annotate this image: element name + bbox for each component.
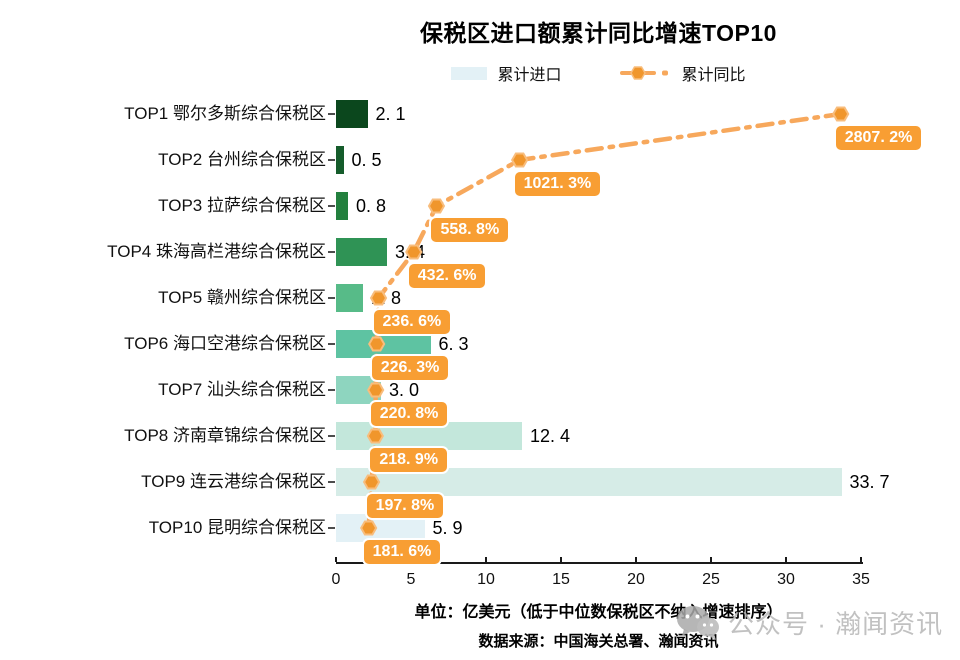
bar [336, 238, 387, 266]
bar [336, 284, 363, 312]
category-label: TOP9 连云港综合保税区 [141, 472, 326, 491]
bar-legend-swatch [451, 66, 488, 80]
category-label: TOP4 珠海高栏港综合保税区 [107, 242, 326, 261]
x-axis-line [336, 562, 863, 564]
category-label: TOP5 赣州综合保税区 [158, 288, 326, 307]
category-label: TOP6 海口空港综合保税区 [124, 334, 326, 353]
category-label: TOP1 鄂尔多斯综合保税区 [124, 104, 326, 123]
x-tick-label: 10 [477, 571, 495, 588]
category-tick [328, 113, 335, 115]
x-tick [710, 557, 712, 562]
category-tick [328, 389, 335, 391]
x-tick-label: 20 [627, 571, 645, 588]
x-tick [635, 557, 637, 562]
growth-dot [832, 106, 850, 122]
bar-value-label: 0. 8 [356, 196, 387, 216]
x-tick-label: 15 [552, 571, 570, 588]
bar [336, 100, 368, 128]
growth-label: 197. 8% [364, 492, 446, 520]
bar [336, 192, 348, 220]
category-label: TOP8 济南章锦综合保税区 [124, 426, 326, 445]
growth-dot [510, 152, 529, 168]
growth-label: 1021. 3% [512, 170, 603, 198]
bar-legend-label: 累计进口 [497, 67, 562, 84]
bar-value-label: 33. 7 [849, 472, 890, 492]
bar-value-label: 12. 4 [530, 426, 571, 446]
category-tick [328, 435, 335, 437]
growth-dot [427, 198, 446, 214]
legend-item-bar: 累计进口 [451, 61, 562, 85]
category-tick [328, 205, 335, 207]
category-label: TOP7 汕头综合保税区 [158, 380, 326, 399]
x-tick [335, 557, 337, 562]
x-tick [860, 557, 862, 562]
bar-value-label: 0. 5 [351, 150, 382, 170]
growth-label: 558. 8% [429, 216, 511, 244]
growth-label: 220. 8% [368, 400, 450, 428]
data-source: 数据来源：中国海关总署、瀚闻资讯 [478, 633, 719, 650]
x-tick [785, 557, 787, 562]
wechat-icon [677, 605, 719, 640]
bar-value-label: 1. 8 [371, 288, 402, 308]
x-tick-label: 5 [406, 571, 416, 588]
legend: 累计进口 累计同比 [336, 62, 861, 84]
x-tick-label: 30 [777, 571, 795, 588]
growth-label: 181. 6% [361, 538, 443, 566]
x-tick [560, 557, 562, 562]
category-label: TOP3 拉萨综合保税区 [158, 196, 326, 215]
x-tick-label: 35 [852, 571, 870, 588]
category-label: TOP10 昆明综合保税区 [148, 518, 326, 537]
category-tick [328, 297, 335, 299]
line-legend-label: 累计同比 [681, 67, 746, 84]
growth-label: 2807. 2% [833, 124, 924, 152]
chart-title: 保税区进口额累计同比增速TOP10 [420, 20, 777, 46]
watermark: 公众号 · 瀚闻资讯 [676, 604, 943, 641]
legend-item-line: 累计同比 [619, 61, 746, 85]
watermark-text: 公众号 · 瀚闻资讯 [728, 609, 944, 639]
x-tick [485, 557, 487, 562]
category-tick [328, 159, 335, 161]
line-legend-marker [619, 66, 668, 80]
bar [336, 146, 344, 174]
category-label: TOP2 台州综合保税区 [158, 150, 326, 169]
x-tick-label: 0 [331, 571, 341, 588]
category-tick [328, 251, 335, 253]
growth-label: 218. 9% [368, 446, 450, 474]
bar-value-label: 3. 4 [395, 242, 426, 262]
x-tick-label: 25 [702, 571, 720, 588]
growth-label: 236. 6% [371, 308, 453, 336]
bar-value-label: 2. 1 [375, 104, 406, 124]
category-tick [328, 527, 335, 529]
category-tick [328, 343, 335, 345]
growth-label: 226. 3% [369, 354, 451, 382]
category-tick [328, 481, 335, 483]
growth-label: 432. 6% [406, 262, 488, 290]
